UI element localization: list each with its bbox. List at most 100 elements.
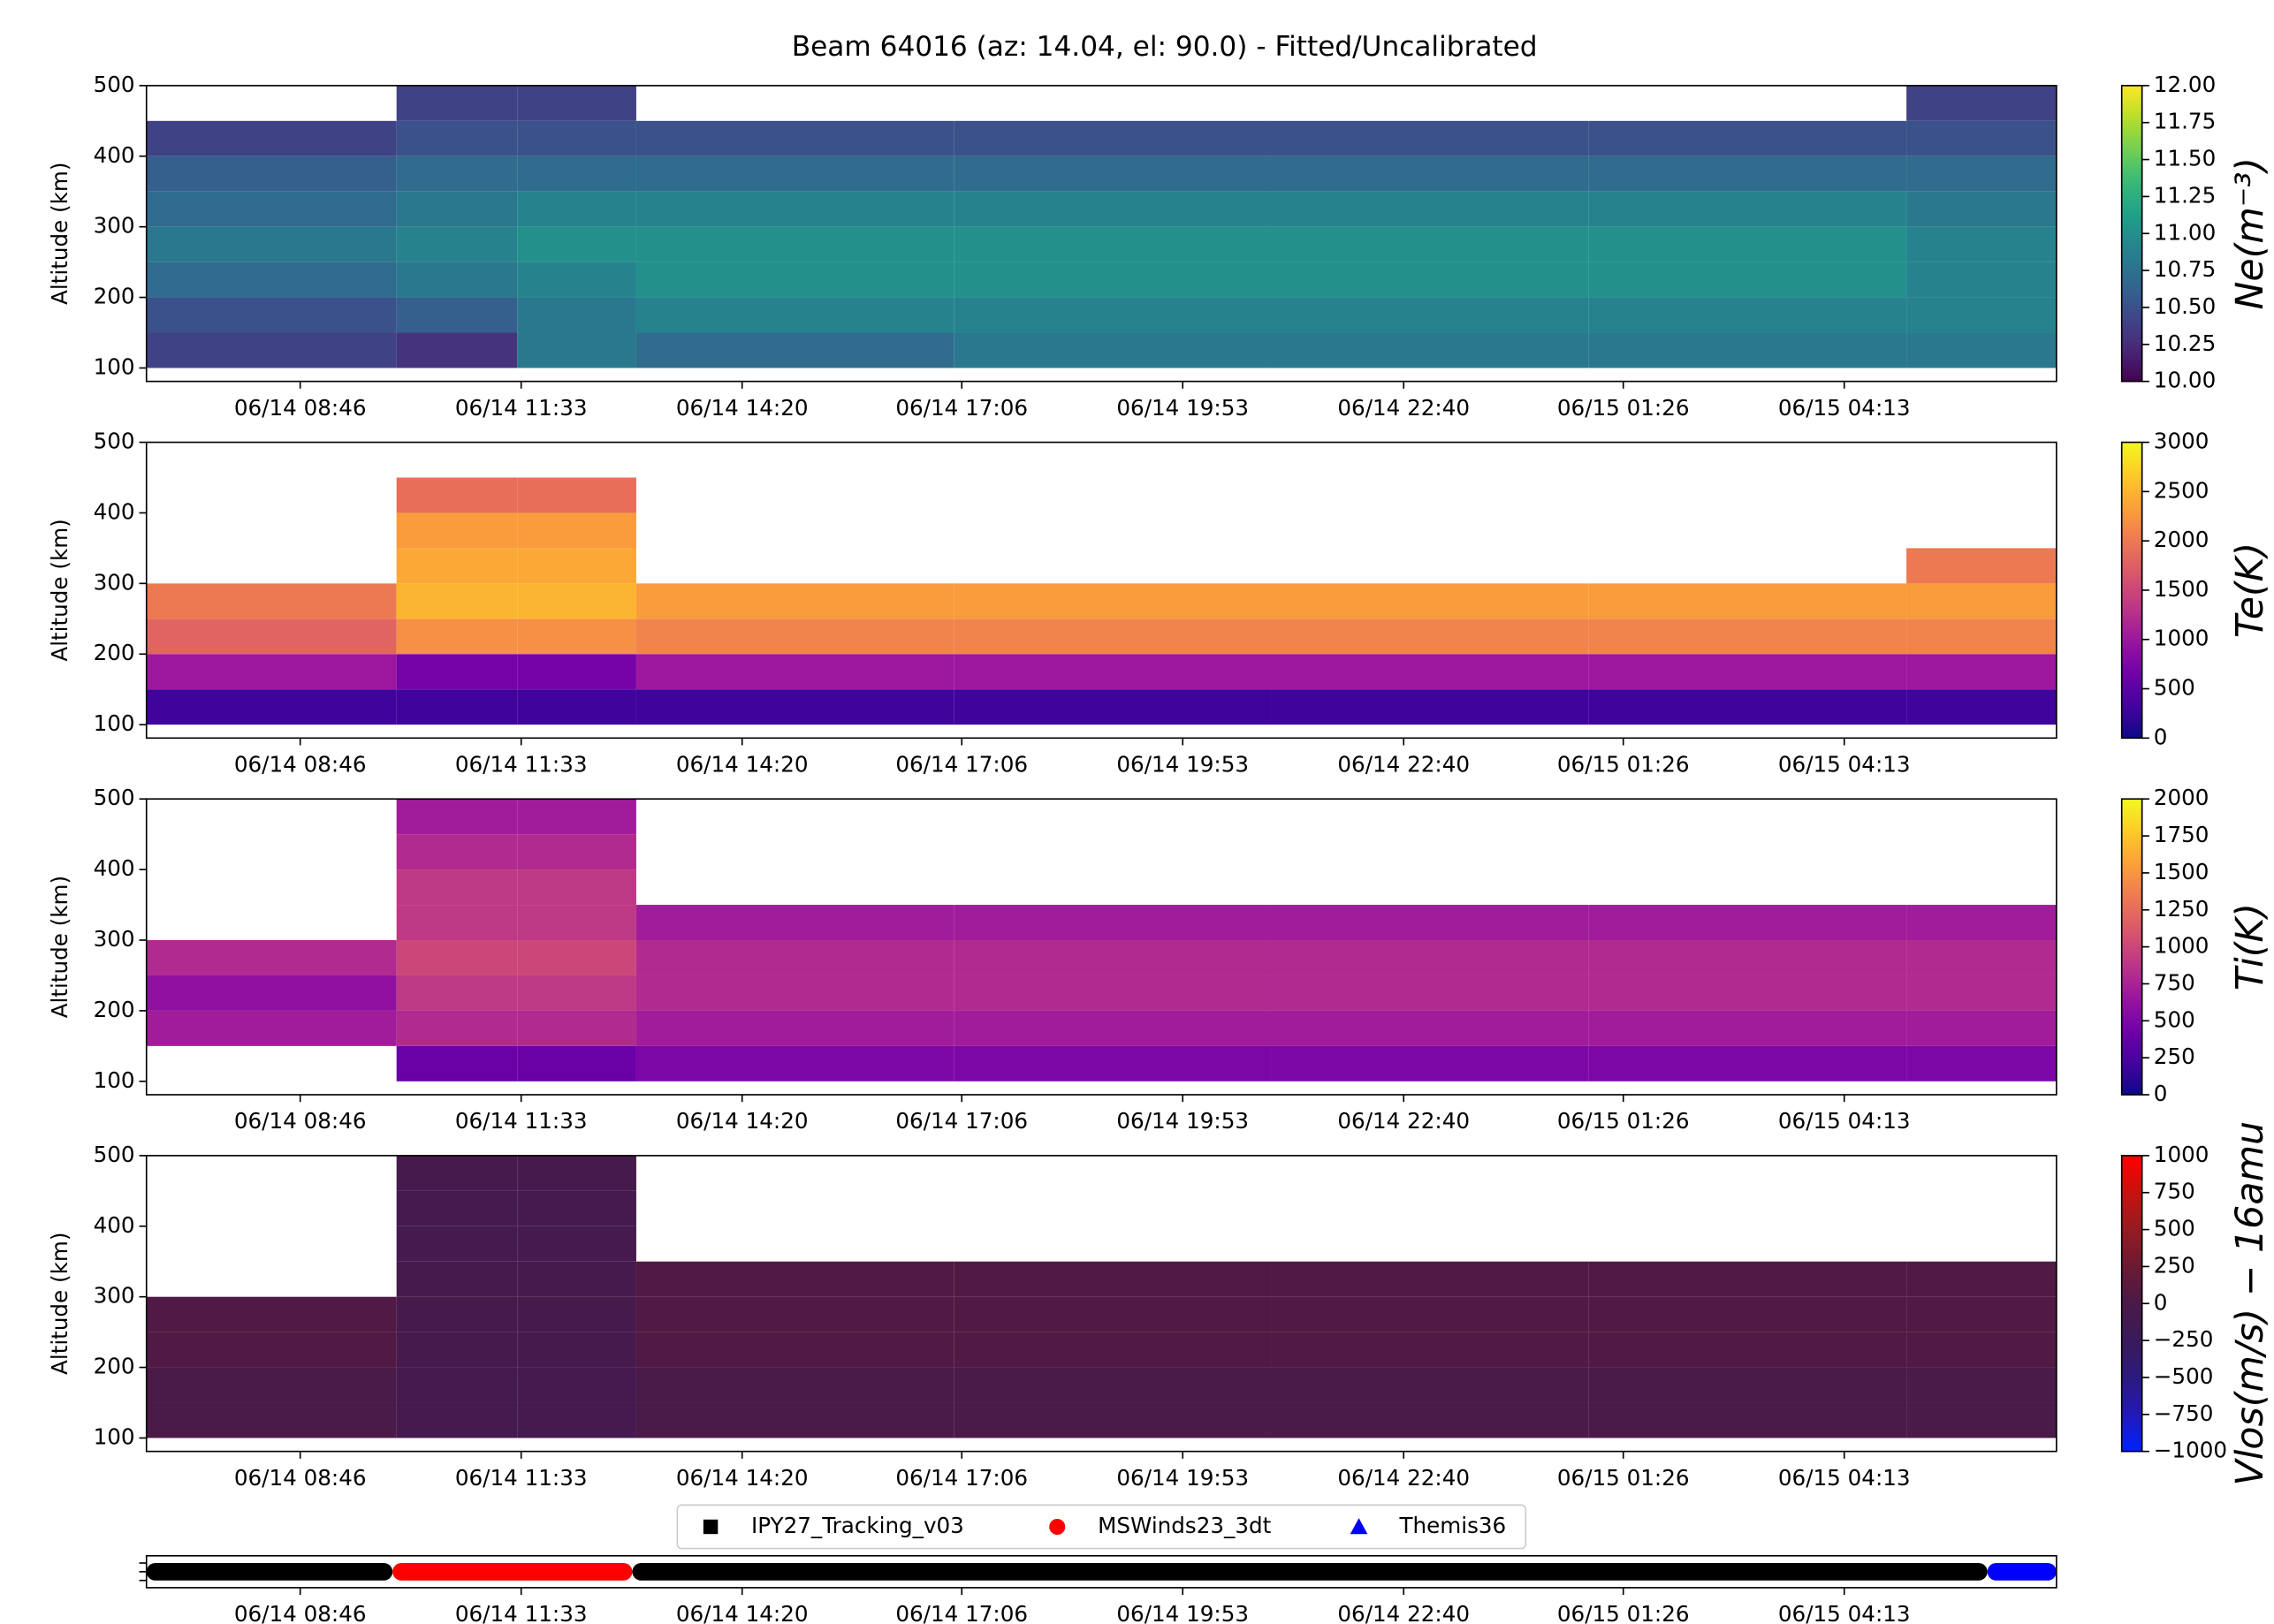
heat-cell — [1272, 121, 1589, 156]
heat-cell — [1272, 618, 1589, 654]
heat-cell — [147, 1332, 397, 1368]
x-tick-label: 06/14 19:53 — [1116, 751, 1249, 777]
heat-cell — [397, 478, 518, 513]
legend-marker — [1049, 1519, 1065, 1535]
heat-cell — [147, 654, 397, 689]
x-tick-label: 06/14 19:53 — [1116, 1601, 1249, 1624]
x-tick-label: 06/15 01:26 — [1557, 1601, 1690, 1624]
heat-cell — [517, 1262, 636, 1297]
heat-cell — [397, 689, 518, 725]
figure-title: Beam 64016 (az: 14.04, el: 90.0) - Fitte… — [792, 31, 1538, 63]
y-tick-label: 100 — [94, 353, 135, 379]
heat-cell — [954, 1297, 1271, 1332]
heat-cell — [517, 869, 636, 905]
colorbar — [2122, 443, 2142, 739]
heat-cell — [147, 583, 397, 618]
heat-cell — [397, 121, 518, 156]
x-tick-label: 06/15 01:26 — [1557, 1465, 1690, 1491]
y-tick-label: 400 — [94, 498, 135, 524]
x-tick-label: 06/14 14:20 — [676, 395, 809, 421]
heat-cell — [1272, 654, 1589, 689]
x-tick-label: 06/15 04:13 — [1778, 395, 1911, 421]
heat-cell — [517, 121, 636, 156]
x-tick-label: 06/14 22:40 — [1337, 1108, 1470, 1134]
legend-label: MSWinds23_3dt — [1098, 1513, 1271, 1538]
heat-cell — [1589, 333, 1906, 368]
heat-cell — [1906, 156, 2057, 192]
heat-cell — [1906, 1332, 2057, 1368]
heat-cell — [1272, 156, 1589, 192]
heat-cell — [1272, 227, 1589, 262]
heat-cell — [397, 86, 518, 121]
heat-cell — [636, 298, 954, 333]
heat-cell — [517, 1226, 636, 1262]
heat-cell — [954, 298, 1271, 333]
x-tick-label: 06/14 11:33 — [455, 1108, 588, 1134]
x-tick-label: 06/15 04:13 — [1778, 751, 1911, 777]
figure: Beam 64016 (az: 14.04, el: 90.0) - Fitte… — [0, 0, 2274, 1624]
y-tick-label: 400 — [94, 142, 135, 168]
colorbar-tick-label: 0 — [2154, 724, 2168, 749]
heat-cell — [636, 156, 954, 192]
heat-cell — [147, 689, 397, 725]
mode-segment — [392, 1563, 632, 1581]
x-tick-label: 06/14 22:40 — [1337, 1601, 1470, 1624]
heat-cell — [517, 548, 636, 583]
heat-cell — [147, 1011, 397, 1046]
y-tick-label: 100 — [94, 710, 135, 736]
colorbar-tick-label: 0 — [2154, 1081, 2168, 1106]
heat-cell — [636, 1297, 954, 1332]
heat-cell — [517, 227, 636, 262]
heat-cell — [397, 1262, 518, 1297]
x-tick-label: 06/14 14:20 — [676, 751, 809, 777]
heat-cell — [1906, 1368, 2057, 1403]
heat-cell — [954, 1262, 1271, 1297]
heat-cell — [954, 121, 1271, 156]
heat-cell — [397, 654, 518, 689]
heat-cell — [1589, 583, 1906, 618]
heat-cell — [517, 1403, 636, 1438]
heat-cell — [954, 1403, 1271, 1438]
heat-cell — [954, 1368, 1271, 1403]
heat-cell — [636, 940, 954, 975]
x-tick-label: 06/14 11:33 — [455, 751, 588, 777]
heat-cell — [954, 1011, 1271, 1046]
x-tick-label: 06/14 08:46 — [234, 751, 367, 777]
heat-cell — [147, 227, 397, 262]
heat-cell — [397, 975, 518, 1011]
heat-cell — [397, 834, 518, 869]
heat-cell — [397, 227, 518, 262]
x-tick-label: 06/14 19:53 — [1116, 1465, 1249, 1491]
heat-cell — [517, 1332, 636, 1368]
x-tick-label: 06/14 08:46 — [234, 395, 367, 421]
x-tick-label: 06/14 17:06 — [895, 751, 1028, 777]
heat-cell — [397, 1297, 518, 1332]
heat-cell — [1906, 1403, 2057, 1438]
colorbar-tick-label: 1500 — [2154, 576, 2209, 602]
x-tick-label: 06/14 08:46 — [234, 1108, 367, 1134]
heat-cell — [1589, 1332, 1906, 1368]
heat-cell — [397, 869, 518, 905]
heat-cell — [1589, 121, 1906, 156]
heat-cell — [147, 618, 397, 654]
colorbar-tick-label: 500 — [2154, 1006, 2195, 1032]
heat-cell — [636, 654, 954, 689]
x-tick-label: 06/14 22:40 — [1337, 395, 1470, 421]
heat-cell — [397, 1403, 518, 1438]
mode-segment — [632, 1563, 1987, 1581]
colorbar-tick-label: 0 — [2154, 1289, 2168, 1315]
heat-cell — [1589, 654, 1906, 689]
heat-cell — [1589, 1046, 1906, 1081]
heat-cell — [1272, 192, 1589, 227]
heat-cell — [517, 478, 636, 513]
heat-cell — [1589, 940, 1906, 975]
y-tick-label: 500 — [94, 429, 135, 454]
heat-cell — [147, 975, 397, 1011]
colorbar-tick-label: 10.50 — [2154, 293, 2216, 319]
colorbar-tick-label: −1000 — [2154, 1438, 2227, 1463]
heat-cell — [1906, 618, 2057, 654]
heat-cell — [517, 905, 636, 940]
heat-cell — [517, 618, 636, 654]
heat-cell — [517, 333, 636, 368]
heat-cell — [1272, 1046, 1589, 1081]
